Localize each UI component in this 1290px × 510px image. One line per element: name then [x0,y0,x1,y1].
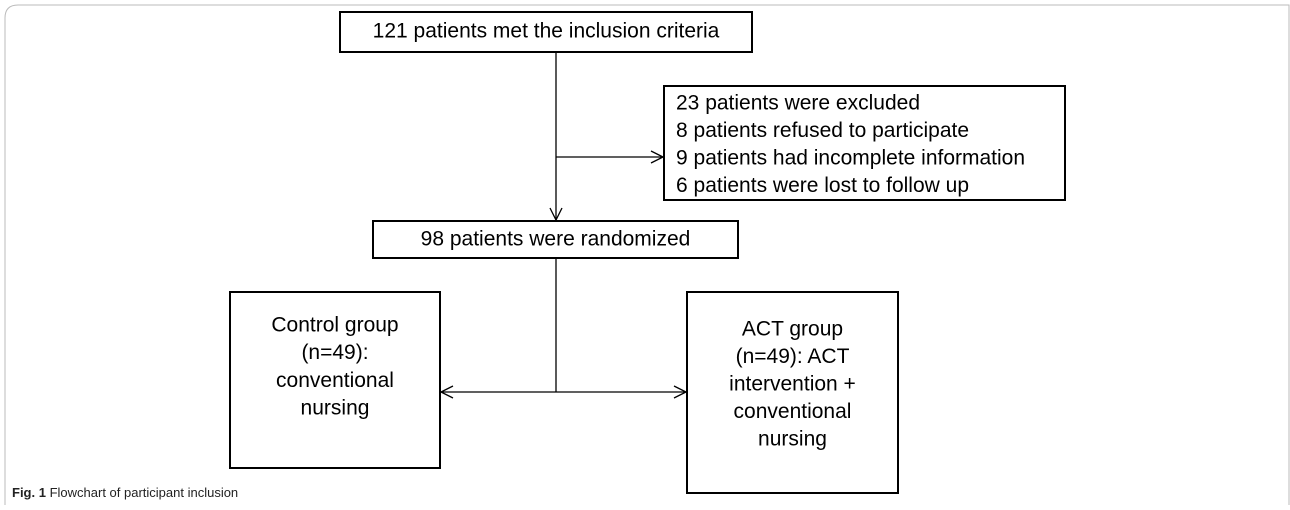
node-text: ACT group [742,318,843,341]
node-box [229,291,441,469]
node-text: conventional [276,369,394,392]
node-box [663,85,1066,201]
caption-text: Flowchart of participant inclusion [49,485,239,500]
node-box [686,291,899,494]
caption: Fig. 1 Flowchart of participant inclusio… [12,485,238,500]
node-text: Control group [271,314,398,337]
node-box [339,11,753,53]
node-text: 121 patients met the inclusion criteria [373,20,720,43]
frame [4,4,1290,505]
node-text: conventional [734,400,852,423]
node-text: intervention + [729,373,856,396]
node-text: 8 patients refused to participate [676,119,969,142]
node-text: 9 patients had incomplete information [676,147,1025,170]
node-text: 98 patients were randomized [421,228,691,251]
node-text: nursing [758,428,827,451]
caption-label: Fig. 1 [12,485,46,500]
node-text: nursing [301,397,370,420]
node-text: (n=49): ACT [736,345,850,368]
node-text: (n=49): [301,341,368,364]
node-box [372,220,739,259]
node-text: 6 patients were lost to follow up [676,174,969,197]
node-text: 23 patients were excluded [676,92,920,115]
